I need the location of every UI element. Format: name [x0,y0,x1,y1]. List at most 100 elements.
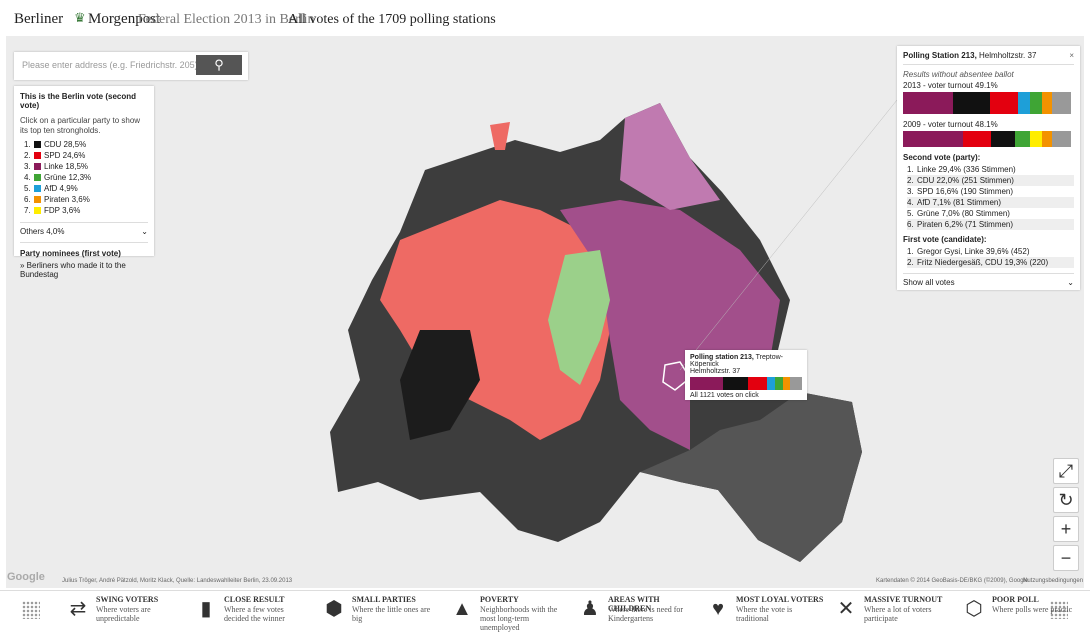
result-label: AfD 7,1% (81 Stimmen) [917,198,1002,207]
party-row[interactable]: 7. FDP 3,6% [24,205,148,216]
nav-item[interactable]: ⬡ POOR POLL Where polls were practic [962,595,1087,639]
result-rank: 6. [907,220,914,229]
nav-item[interactable]: ♥ MOST LOYAL VOTERS Where the vote is trad… [706,595,831,639]
party-row[interactable]: 2. SPD 24,6% [24,150,148,161]
result-rank: 1. [907,165,914,174]
bar-segment [723,377,748,390]
party-swatch [34,196,41,203]
nav-title: SMALL PARTIES [352,595,416,604]
district-linke [560,200,780,450]
party-row[interactable]: 1. CDU 28,5% [24,139,148,150]
nav-item[interactable]: ▲ POVERTY Neighborhoods with the most long… [450,595,575,639]
party-swatch [34,207,41,214]
first-heading: First vote (candidate): [903,235,987,244]
station-address: Helmholtzstr. 37 [979,51,1037,60]
show-all[interactable]: Show all votes ⌄ [903,273,1074,287]
party-label: Grüne 12,3% [44,173,92,182]
party-label: SPD 24,6% [44,151,86,160]
party-row[interactable]: 4. Grüne 12,3% [24,172,148,183]
bar-segment [963,131,991,147]
bar-segment [1052,92,1071,114]
nav-item[interactable]: ▮ CLOSE RESULT Where a few votes decided t… [194,595,319,639]
party-row[interactable]: 6. Piraten 3,6% [24,194,148,205]
district-southeast [640,392,862,562]
nav-next[interactable] [1050,601,1068,619]
district-cdu [400,330,480,440]
zoom-out-button[interactable]: − [1053,545,1079,571]
nominees-heading: Party nominees (first vote) [20,242,148,258]
party-list: 1. CDU 28,5% 2. SPD 24,6% 3. Linke 18,5% 4. Grü… [20,139,148,216]
nav-item[interactable]: ⇄ SWING VOTERS Where voters are unpredicta… [66,595,191,639]
nav-item[interactable]: ✕ MASSIVE TURNOUT Where a lot of voters pa… [834,595,959,639]
bar-2009 [903,131,1071,147]
nav-icon: ⬡ [965,598,983,620]
party-row[interactable]: 3. Linke 18,5% [24,161,148,172]
party-label: FDP 3,6% [44,206,81,215]
party-swatch [34,141,41,148]
result-row: 1. Gregor Gysi, Linke 39,6% (452) [907,246,1074,257]
bar-segment [903,131,963,147]
result-label: Linke 29,4% (336 Stimmen) [917,165,1016,174]
party-row[interactable]: 5. AfD 4,9% [24,183,148,194]
nav-title: SWING VOTERS [96,595,159,604]
fullscreen-button[interactable]: ⤢ [1053,458,1079,484]
zoom-in-button[interactable]: + [1053,516,1079,542]
others-row[interactable]: Others 4,0% ⌄ [20,222,148,236]
result-label: Grüne 7,0% (80 Stimmen) [917,209,1010,218]
bar-segment [990,92,1018,114]
search-button[interactable]: ⚲ [196,55,242,75]
result-rank: 2. [907,258,914,267]
nav-desc: Where polls were practic [992,605,1073,614]
result-row: 3. SPD 16,6% (190 Stimmen) [907,186,1074,197]
title: All votes of the 1709 polling stations [288,12,496,27]
header: Berliner ♛ Morgenpost Federal Election 2… [0,0,1090,36]
bar-segment [748,377,767,390]
map-svg [330,99,898,562]
station-title: Polling Station 213, [903,51,977,60]
expand-icon: ⌄ [141,227,148,236]
nav-icon: ⬢ [325,598,343,620]
close-button[interactable]: × [1069,51,1074,60]
nav-desc: Neighborhoods with the most long-term un… [480,605,558,632]
terms[interactable]: Nutzungsbedingungen [1023,578,1084,584]
nav-prev[interactable] [22,601,40,619]
result-row: 4. AfD 7,1% (81 Stimmen) [907,197,1074,208]
note: Results without absentee ballot [903,70,1014,79]
selected-station[interactable] [662,361,691,391]
bar-segment [767,377,775,390]
nav-title: MOST LOYAL VOTERS [736,595,824,604]
party-rank: 1. [24,140,31,149]
nav-desc: Where a lot of voters participate [864,605,932,623]
bar-segment [775,377,783,390]
nav-icon: ♟ [581,598,599,620]
nominees-link[interactable]: » Berliners who made it to the Bundestag [20,261,126,279]
nav-item[interactable]: ♟ AREAS WITH CHILDREN Where there is need … [578,595,703,639]
title: Federal Election 2013 in Berlin [138,12,315,27]
tooltip-station: Polling station 213, [690,354,754,361]
scenario-nav: ⇄ SWING VOTERS Where voters are unpredicta… [0,590,1090,641]
search-box[interactable]: Please enter address (e.g. Friedrichstr.… [14,52,248,80]
result-row: 5. Grüne 7,0% (80 Stimmen) [907,208,1074,219]
nav-title: POOR POLL [992,595,1039,604]
reset-button[interactable]: ↻ [1053,487,1079,513]
result-rank: 4. [907,198,914,207]
vote-panel: This is the Berlin vote (second vote) Cl… [14,86,154,279]
party-swatch [34,163,41,170]
panel-intro: Click on a particular party to show its … [20,116,141,135]
result-label: SPD 16,6% (190 Stimmen) [917,187,1014,196]
nav-desc: Where the vote is traditional [736,605,793,623]
nav-title: CLOSE RESULT [224,595,285,604]
bar-segment [1052,131,1071,147]
result-rank: 5. [907,209,914,218]
bar-segment [1018,92,1030,114]
nav-item[interactable]: ⬢ SMALL PARTIES Where the little ones are … [322,595,447,639]
result-row: 2. CDU 22,0% (251 Stimmen) [907,175,1074,186]
tooltip-district: Treptow-Köpenick [690,354,783,368]
nav-icon: ▮ [200,598,212,620]
nav-desc: Where a few votes decided the winner [224,605,285,623]
bar-segment [1030,92,1042,114]
result-label: CDU 22,0% (251 Stimmen) [917,176,1014,185]
tooltip-bar [690,377,802,390]
bar-segment [783,377,790,390]
